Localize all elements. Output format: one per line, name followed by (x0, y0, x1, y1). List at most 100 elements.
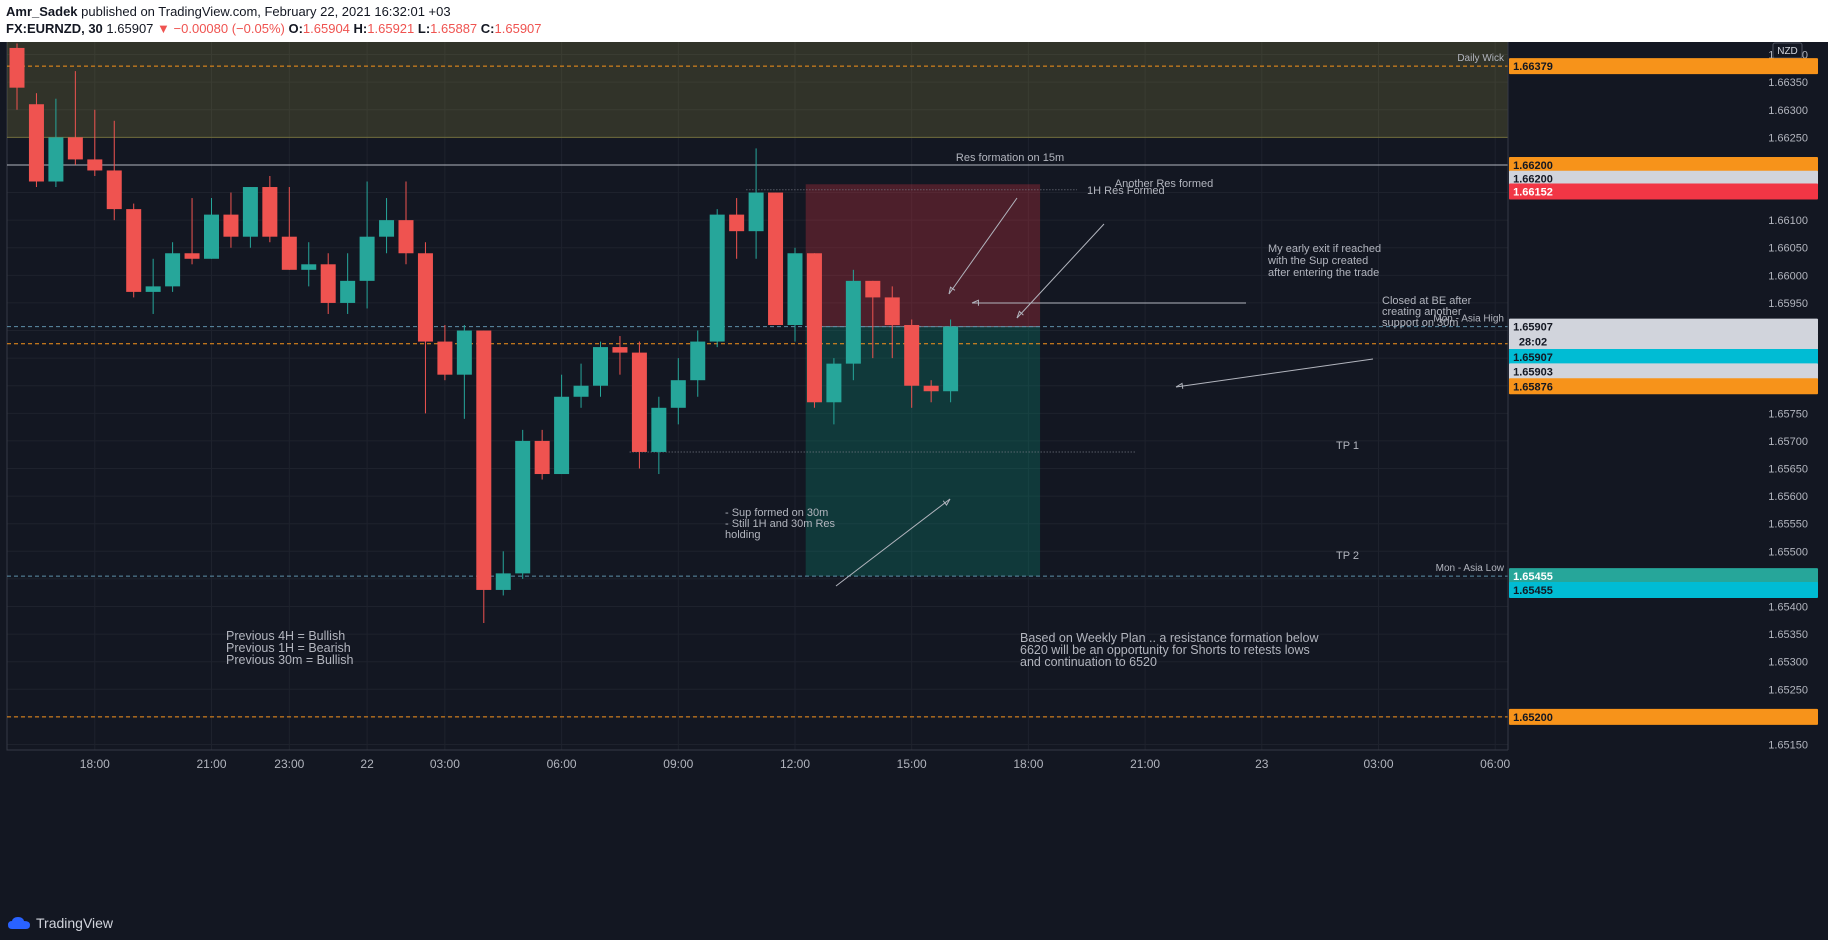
candle-body (534, 440, 550, 475)
arrow-head (1175, 382, 1184, 389)
candle-body (126, 209, 142, 292)
time-tick-label: 03:00 (430, 757, 460, 771)
candle-body (573, 385, 589, 397)
level-label: Mon - Asia Low (1436, 563, 1505, 574)
grid (6, 42, 1509, 751)
price-tick-label: 1.65150 (1768, 739, 1808, 751)
candle-body (340, 280, 356, 303)
time-tick-label: 23 (1255, 757, 1269, 771)
price-change: ▼ −0.00080 (−0.05%) (157, 21, 285, 36)
candle-body (379, 220, 395, 237)
price-tick-label: 1.65700 (1768, 436, 1808, 448)
price-tick-label: 1.65950 (1768, 298, 1808, 310)
price-tag-bg (1509, 318, 1818, 335)
candle-body (223, 214, 239, 237)
arrow-line (1016, 223, 1105, 319)
candle-body (301, 264, 317, 270)
candle-body (456, 330, 472, 375)
candle-body (145, 286, 161, 292)
publish-info: Amr_Sadek published on TradingView.com, … (6, 4, 451, 19)
note-closed-be: support on 30m (1382, 317, 1458, 329)
low-value: 1.65887 (430, 21, 478, 36)
price-chart[interactable]: Daily Wick Mon - Asia High Mon - Asia Low 1… (0, 42, 1828, 906)
note-closed-be: creating another (1382, 306, 1462, 318)
price-tag-bg (1509, 156, 1818, 173)
time-tick-label: 06:00 (547, 757, 577, 771)
candle-body (515, 440, 531, 574)
arrow-head (1016, 310, 1024, 319)
time-tick-label: 22 (360, 757, 374, 771)
price-tag-bg (1509, 581, 1818, 598)
candle-body (923, 385, 939, 392)
time-tick-label: 06:00 (1480, 757, 1510, 771)
price-tag-bg (1509, 183, 1818, 200)
price-tick-label: 1.66300 (1768, 105, 1808, 117)
candle-body (709, 214, 725, 342)
time-tick-label: 23:00 (274, 757, 304, 771)
time-axis[interactable]: 18:00 21:00 23:00 22 03:00 06:00 09:00 12:00 15:… (7, 749, 1511, 771)
price-tag-text: 1.66152 (1513, 186, 1553, 198)
res-line-label: 1H Res Formed (1087, 185, 1165, 197)
short-position-tool[interactable] (805, 184, 1041, 577)
price-tick-label: 1.65400 (1768, 601, 1808, 613)
candle-body (631, 352, 647, 452)
candle-body (476, 330, 492, 590)
symbol-ohlc-line: FX:EURNZD, 30 1.65907 ▼ −0.00080 (−0.05%… (6, 21, 542, 36)
candle-body (165, 253, 181, 287)
candle-body (184, 253, 200, 259)
note-closed-be: Closed at BE after (1382, 295, 1472, 307)
arrow-line (948, 197, 1018, 295)
candle-body (495, 573, 511, 590)
candle-body (748, 192, 764, 232)
note-weekly-plan: Based on Weekly Plan .. a resistance for… (1020, 631, 1320, 645)
price-tick-label: 1.66100 (1768, 215, 1808, 227)
tp-label: TP 2 (1336, 550, 1359, 562)
candle-body (612, 347, 628, 353)
currency-box (1772, 42, 1803, 59)
price-tag-bg (1509, 170, 1818, 187)
daily-wick-zone (7, 42, 1508, 138)
price-tag-text: 1.65455 (1513, 571, 1553, 583)
price-tag-text: 1.65907 (1513, 322, 1553, 334)
symbol-label[interactable]: FX:EURNZD, 30 (6, 21, 103, 36)
note-previous-bias: Previous 4H = Bullish (226, 629, 345, 643)
candle-body (437, 341, 453, 375)
price-tag-text: 1.65907 (1513, 352, 1553, 364)
arrow-line (1175, 358, 1374, 388)
price-tick-label: 1.66050 (1768, 243, 1808, 255)
author-name[interactable]: Amr_Sadek (6, 4, 78, 19)
price-tag-text: 1.66200 (1513, 160, 1553, 172)
price-tick-label: 1.65350 (1768, 629, 1808, 641)
high-value: 1.65921 (367, 21, 415, 36)
high-label: H: (353, 21, 368, 36)
open-label: O: (288, 21, 303, 36)
price-tag-bg (1509, 349, 1818, 366)
price-tick-label: 1.66250 (1768, 132, 1808, 144)
price-tick-label: 1.65250 (1768, 684, 1808, 696)
last-price: 1.65907 (106, 21, 154, 36)
time-tick-label: 18:00 (80, 757, 110, 771)
tradingview-logo[interactable]: TradingView (8, 915, 113, 931)
candle-body (670, 380, 686, 408)
candle-body (417, 253, 433, 342)
time-tick-label: 12:00 (780, 757, 810, 771)
price-tick-label: 1.66000 (1768, 270, 1808, 282)
tp-label: TP 1 (1336, 440, 1359, 452)
time-tick-label: 09:00 (663, 757, 693, 771)
price-tag-bg (1509, 708, 1818, 725)
candle-body (690, 341, 706, 381)
price-tick-label: 1.65300 (1768, 657, 1808, 669)
footer-bar: TradingView (0, 906, 1828, 940)
candle-body (806, 253, 822, 403)
candle-body (943, 326, 959, 392)
price-tick-label: 1.65750 (1768, 408, 1808, 420)
price-tag-text: 1.65200 (1513, 712, 1553, 724)
horizontal-levels[interactable]: Daily Wick Mon - Asia High Mon - Asia Low 1… (7, 53, 1508, 718)
note-sup-30m: holding (725, 529, 760, 541)
currency-label: NZD (1777, 46, 1798, 57)
candle-body (262, 187, 278, 237)
note-sup-30m: - Sup formed on 30m (725, 507, 828, 519)
resistance-zone (7, 42, 1508, 138)
arrow-head (971, 299, 979, 306)
candle-body (884, 297, 900, 326)
